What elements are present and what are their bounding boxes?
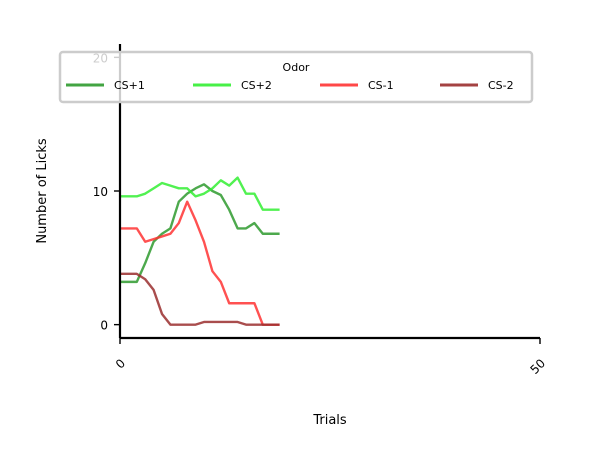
legend-frame bbox=[58, 50, 534, 104]
legend-items: CS+1 CS+2 CS-1 CS-2 bbox=[66, 79, 514, 92]
x-tick-label: 50 bbox=[527, 356, 548, 377]
series-line-4 bbox=[120, 272, 280, 326]
x-axis-label: Trials bbox=[312, 413, 347, 428]
series-layer bbox=[120, 176, 280, 326]
legend-label-3: CS-1 bbox=[368, 79, 394, 92]
y-axis-label: Number of Licks bbox=[35, 138, 50, 244]
legend-label-4: CS-2 bbox=[488, 79, 514, 92]
legend-label-2: CS+2 bbox=[241, 79, 272, 92]
legend-label-1: CS+1 bbox=[114, 79, 145, 92]
x-tick-label: 0 bbox=[113, 356, 128, 371]
series-line-2 bbox=[120, 176, 280, 211]
legend: Odor CS+1 CS+2 CS-1 CS-2 bbox=[58, 50, 534, 104]
y-tick-label: 10 bbox=[93, 185, 108, 199]
legend-title: Odor bbox=[283, 61, 310, 74]
y-tick-label: 0 bbox=[100, 319, 108, 333]
series-line-3 bbox=[120, 200, 280, 326]
series-line-1 bbox=[120, 183, 280, 284]
